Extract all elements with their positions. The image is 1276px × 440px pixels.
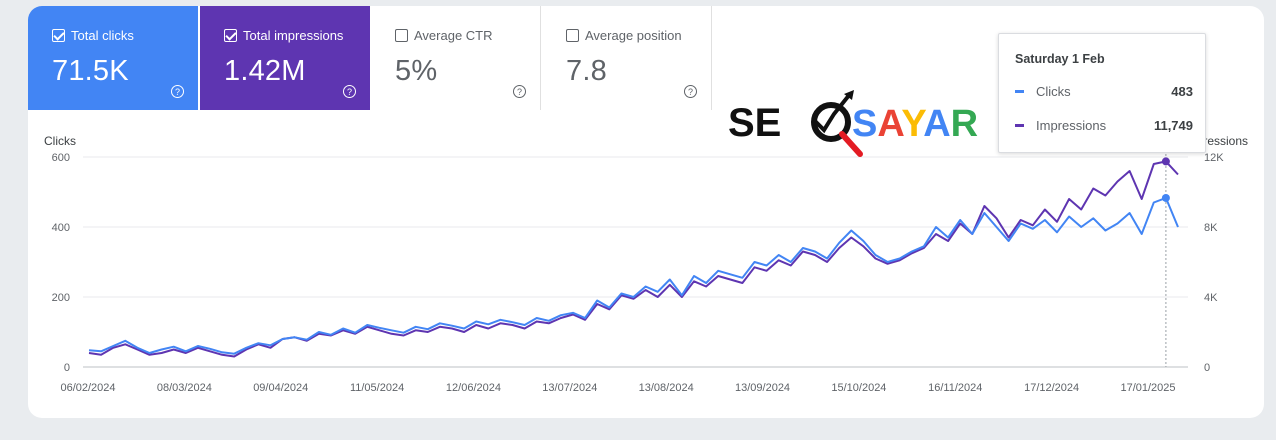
y-left-tick-label: 600 <box>52 152 70 164</box>
series-line-impressions <box>88 160 1179 358</box>
checkbox-checked-icon[interactable] <box>52 29 65 42</box>
hover-point-impressions <box>1161 157 1170 166</box>
logo-text-right: SAYAR <box>852 103 978 145</box>
metric-total-clicks[interactable]: Total clicks 71.5K ? <box>28 6 198 110</box>
tooltip-clicks-row: Clicks 483 <box>1015 84 1193 99</box>
metric-value: 1.42M <box>224 55 306 87</box>
y-left-tick-label: 400 <box>52 222 70 234</box>
x-tick-label: 17/01/2025 <box>1120 382 1175 394</box>
metric-label: Total clicks <box>71 28 134 43</box>
help-icon[interactable]: ? <box>343 85 356 98</box>
x-tick-label: 09/04/2024 <box>253 382 308 394</box>
metric-average-position[interactable]: Average position 7.8 ? <box>542 6 712 110</box>
metric-label: Average CTR <box>414 28 493 43</box>
x-tick-label: 12/06/2024 <box>446 382 501 394</box>
metric-label: Total impressions <box>243 28 344 43</box>
x-tick-label: 13/08/2024 <box>639 382 694 394</box>
checkbox-checked-icon[interactable] <box>224 29 237 42</box>
y-left-axis-title: Clicks <box>44 134 76 148</box>
chart-tooltip: Saturday 1 Feb Clicks 483 Impressions 11… <box>998 33 1206 153</box>
help-icon[interactable]: ? <box>513 85 526 98</box>
tooltip-impressions-row: Impressions 11,749 <box>1015 118 1193 133</box>
x-tick-label: 13/09/2024 <box>735 382 790 394</box>
y-right-tick-label: 4K <box>1204 292 1218 304</box>
y-right-tick-label: 0 <box>1204 362 1210 374</box>
help-icon[interactable]: ? <box>684 85 697 98</box>
checkbox-unchecked-icon[interactable] <box>395 29 408 42</box>
hover-point-clicks <box>1161 193 1170 202</box>
y-right-tick-label: 12K <box>1204 152 1224 164</box>
seosayar-logo: SE SAYAR <box>728 90 978 157</box>
y-right-tick-label: 8K <box>1204 222 1218 234</box>
checkbox-unchecked-icon[interactable] <box>566 29 579 42</box>
logo-arrow-head-icon <box>844 90 854 100</box>
tooltip-clicks-value: 483 <box>1171 84 1193 99</box>
metric-value: 71.5K <box>52 55 129 87</box>
metric-label: Average position <box>585 28 682 43</box>
x-tick-label: 08/03/2024 <box>157 382 212 394</box>
x-tick-label: 11/05/2024 <box>350 382 404 394</box>
series-line-clicks <box>88 196 1179 355</box>
logo-text-left: SE <box>728 101 781 145</box>
help-icon[interactable]: ? <box>171 85 184 98</box>
clicks-swatch-icon <box>1015 90 1024 93</box>
tooltip-clicks-label: Clicks <box>1036 84 1071 99</box>
metric-value: 7.8 <box>566 55 607 87</box>
tooltip-impressions-value: 11,749 <box>1153 118 1193 133</box>
x-tick-label: 17/12/2024 <box>1024 382 1079 394</box>
x-tick-label: 13/07/2024 <box>542 382 597 394</box>
x-tick-label: 15/10/2024 <box>831 382 886 394</box>
logo-magnifier-handle <box>839 131 863 157</box>
performance-card: Total clicks 71.5K ? Total impressions 1… <box>28 6 1264 418</box>
tooltip-date: Saturday 1 Feb <box>1015 52 1105 66</box>
y-left-tick-label: 200 <box>52 292 70 304</box>
logo-arrow-icon <box>812 92 852 134</box>
x-tick-label: 06/02/2024 <box>60 382 115 394</box>
impressions-swatch-icon <box>1015 124 1024 127</box>
y-left-tick-label: 0 <box>64 362 70 374</box>
tooltip-impressions-label: Impressions <box>1036 118 1107 133</box>
metric-value: 5% <box>395 55 438 87</box>
metric-average-ctr[interactable]: Average CTR 5% ? <box>371 6 541 110</box>
metric-total-impressions[interactable]: Total impressions 1.42M ? <box>200 6 370 110</box>
x-tick-label: 16/11/2024 <box>928 382 982 394</box>
